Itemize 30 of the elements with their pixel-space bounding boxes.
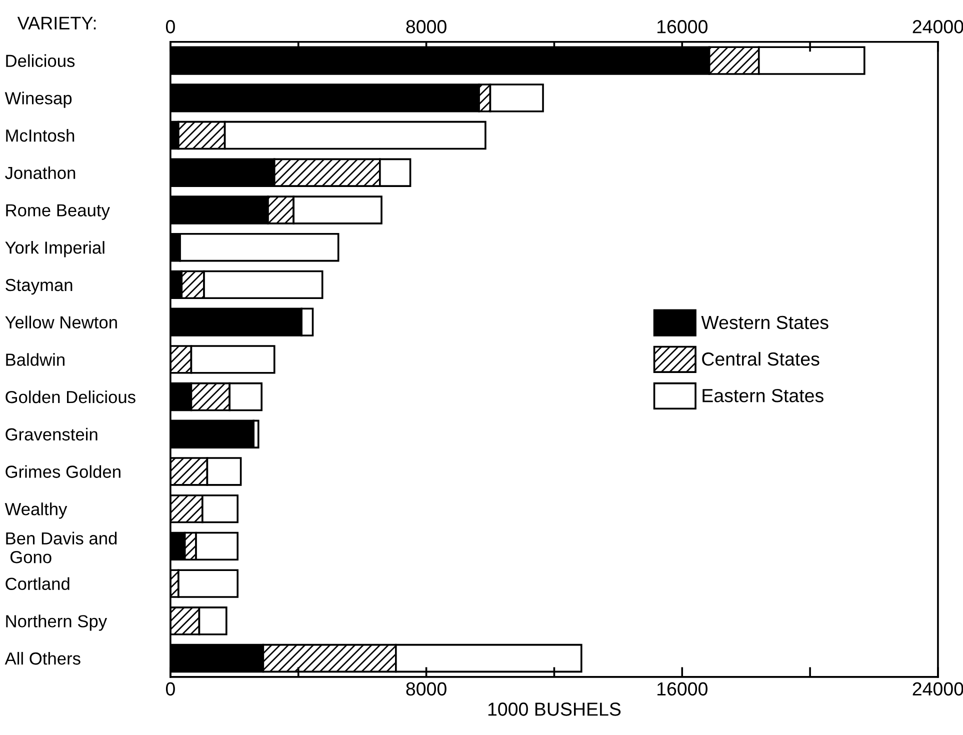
x2-tick-label: 0 — [166, 20, 175, 34]
x-tick-label: 24000 — [912, 682, 963, 696]
y-tick-label: Stayman — [6, 278, 72, 295]
y-tick-label: Gravenstein — [6, 428, 98, 441]
y-tick-label: Ben Davis and Gono — [6, 532, 117, 564]
y-tick-label: All Others — [4, 652, 80, 665]
y-tick-label: Northern Spy — [6, 614, 108, 631]
y-tick-label: York Imperial — [5, 241, 104, 258]
y-tick-label: Baldwin — [6, 353, 64, 366]
y-tick-label: Rome Beauty — [6, 204, 110, 220]
y-tick-label: Golden Delicious — [6, 390, 136, 404]
legend-label: Eastern States — [702, 388, 824, 402]
legend-label: Central States — [702, 352, 820, 366]
x2-tick-label: 8000 — [406, 20, 446, 34]
y-tick-label: Winesap — [4, 92, 72, 108]
y-tick-label: Delicious — [6, 54, 75, 68]
legend-label: Western States — [701, 316, 828, 330]
y-tick-label: Cortland — [6, 577, 70, 590]
x-axis-title: 1000 BUSHELS — [488, 702, 621, 716]
y-tick-label: Jonathon — [5, 166, 76, 180]
y-tick-label: Grimes Golden — [6, 465, 120, 478]
text: VARIETY: — [17, 16, 96, 30]
y-tick-label: McIntosh — [6, 128, 74, 142]
x-tick-label: 0 — [166, 682, 175, 696]
x-tick-label: 16000 — [657, 682, 708, 696]
x-tick-label: 8000 — [406, 682, 446, 696]
x2-tick-label: 24000 — [912, 20, 963, 34]
x2-tick-label: 16000 — [657, 20, 708, 34]
y-tick-label: Yellow Newton — [5, 316, 117, 329]
y-tick-label: Wealthy — [4, 502, 68, 519]
